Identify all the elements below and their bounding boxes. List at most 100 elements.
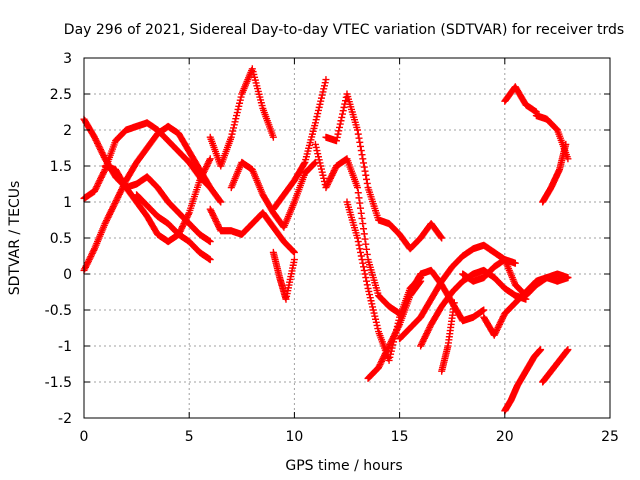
data-point [300,160,308,168]
data-point [389,334,397,342]
data-point [206,184,214,192]
series-track-3 [80,122,214,274]
data-point [117,187,125,195]
series-track-23 [501,346,545,415]
data-point [211,214,219,222]
data-point [330,167,338,175]
data-point [313,147,321,155]
data-point [202,163,210,171]
data-point [382,348,390,356]
data-point [230,121,238,129]
data-point [386,340,394,348]
data-point [180,220,188,228]
data-point [99,170,107,178]
data-point [425,325,433,333]
data-point [359,220,367,228]
data-point [116,189,124,197]
data-point [196,175,204,183]
data-point [363,281,371,289]
data-point [362,171,370,179]
data-point [371,312,379,320]
data-point [394,323,402,331]
series-track-18 [438,299,458,375]
data-point [102,218,110,226]
data-point [363,277,371,285]
data-point [100,152,108,160]
data-point [99,150,107,158]
data-point [178,224,186,232]
data-point [393,327,401,335]
data-point [93,183,101,191]
data-point [361,270,369,278]
data-point [205,158,213,166]
data-point [316,100,324,108]
data-point [201,166,209,174]
data-point [354,126,362,134]
data-point [197,173,205,181]
data-point [236,96,244,104]
data-point [101,220,109,228]
data-point [311,119,319,127]
series-track-10 [269,248,298,303]
data-point [229,127,237,135]
data-point [369,306,377,314]
data-point [417,342,425,350]
data-point [363,175,371,183]
x-tick-label: 15 [391,429,409,445]
data-point [97,175,105,183]
data-point [205,156,213,164]
data-point [105,212,113,220]
data-point [327,173,335,181]
data-point [387,337,395,345]
data-point [205,182,213,190]
data-point [320,174,328,182]
data-point [111,200,119,208]
data-point [326,176,334,184]
data-point [217,198,225,206]
data-point [494,323,502,331]
data-point [320,85,328,93]
data-point [493,327,501,335]
data-point [112,198,120,206]
data-point [312,116,320,124]
data-point [198,172,206,180]
data-point [84,259,92,267]
data-point [100,167,108,175]
data-point [499,314,507,322]
data-point [496,320,504,328]
data-point [537,346,545,354]
data-point [214,221,222,229]
data-point [216,197,224,205]
data-point [419,337,427,345]
series-track-9 [269,76,330,213]
data-point [109,204,117,212]
data-point [86,254,94,262]
data-point [204,159,212,167]
data-point [552,124,560,132]
data-point [323,181,331,189]
data-point [420,336,428,344]
data-point [236,99,244,107]
data-point [317,97,325,105]
data-point [213,219,221,227]
data-point [375,364,383,372]
data-point [325,177,333,185]
data-point [318,168,326,176]
data-point [360,225,368,233]
data-point [202,164,210,172]
data-point [103,217,111,225]
data-point [227,133,235,141]
data-point [208,210,216,218]
data-point [206,256,214,264]
data-point [385,356,393,364]
data-point [357,248,365,256]
data-point [88,251,96,259]
data-point [90,246,98,254]
data-point [421,333,429,341]
data-point [319,171,327,179]
series-track-22 [539,140,570,206]
data-point [363,245,371,253]
data-point [228,130,236,138]
data-point [360,266,368,274]
data-point [354,189,362,197]
